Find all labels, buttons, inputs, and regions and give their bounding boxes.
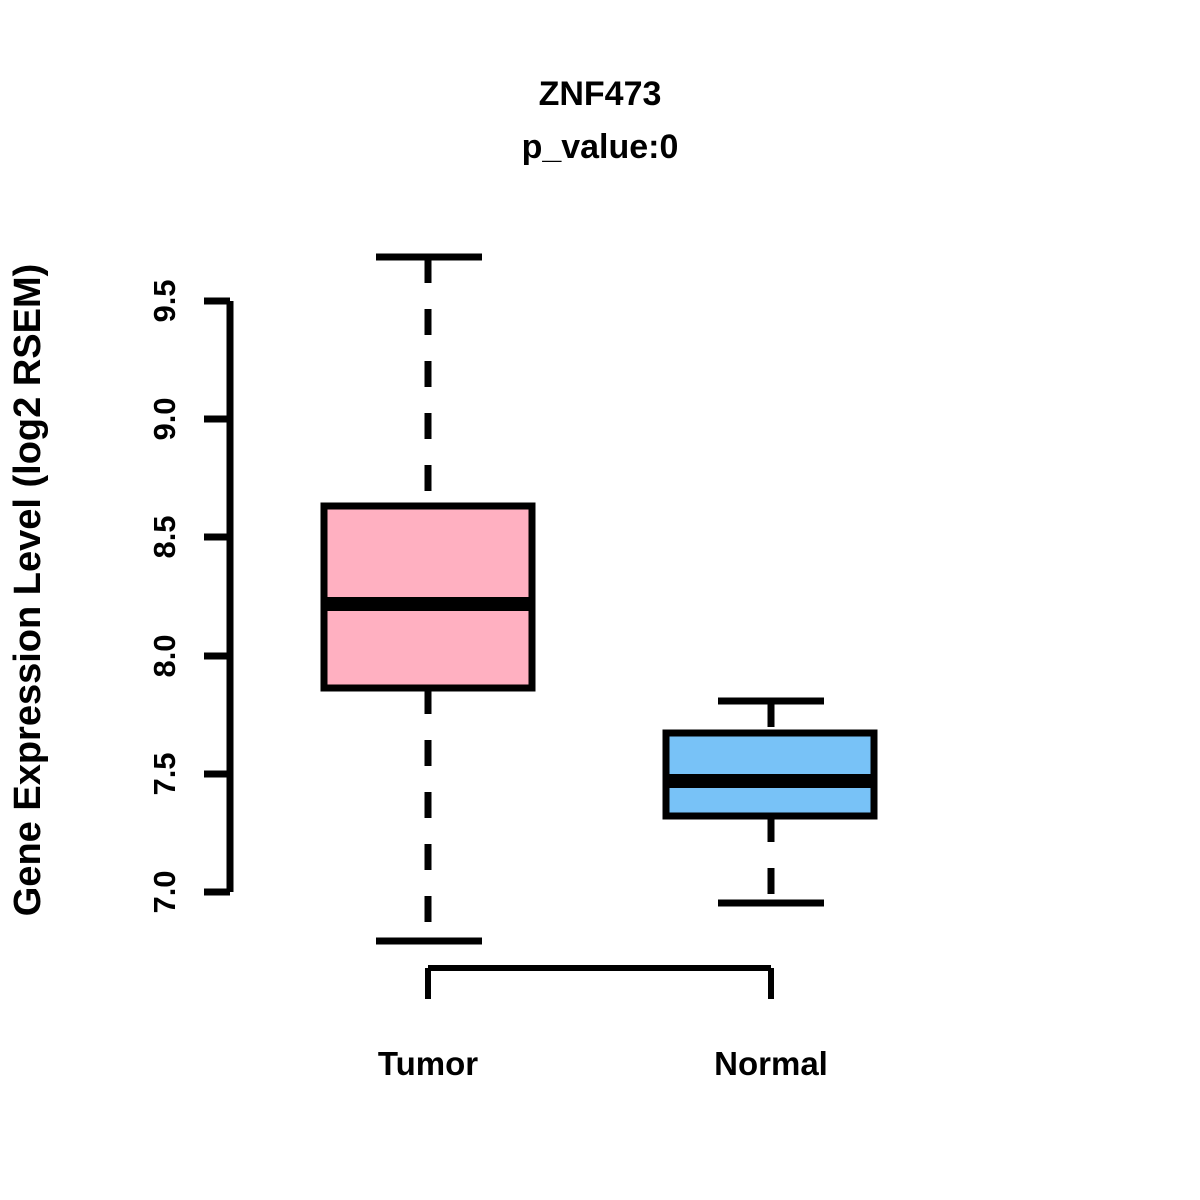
box-tumor[interactable] bbox=[320, 253, 536, 945]
x-axis bbox=[425, 965, 774, 999]
box-normal[interactable] bbox=[662, 697, 878, 907]
y-tick-label-7-0: 7.0 bbox=[147, 870, 182, 913]
y-tick-label-8-5: 8.5 bbox=[147, 515, 182, 558]
plot-subtitle: p_value:0 bbox=[522, 128, 679, 166]
y-tick-label-8-0: 8.0 bbox=[147, 634, 182, 677]
y-axis: 9.5 9.0 8.5 8.0 7.5 7.0 bbox=[147, 279, 234, 914]
y-tick-label-9-5: 9.5 bbox=[147, 279, 182, 322]
y-tick-label-9-0: 9.0 bbox=[147, 397, 182, 440]
x-label-normal: Normal bbox=[714, 1045, 828, 1082]
y-axis-title: Gene Expression Level (log2 RSEM) bbox=[7, 264, 49, 917]
plot-title: ZNF473 bbox=[539, 75, 662, 113]
y-tick-label-7-5: 7.5 bbox=[147, 752, 182, 795]
x-label-tumor: Tumor bbox=[378, 1045, 478, 1082]
